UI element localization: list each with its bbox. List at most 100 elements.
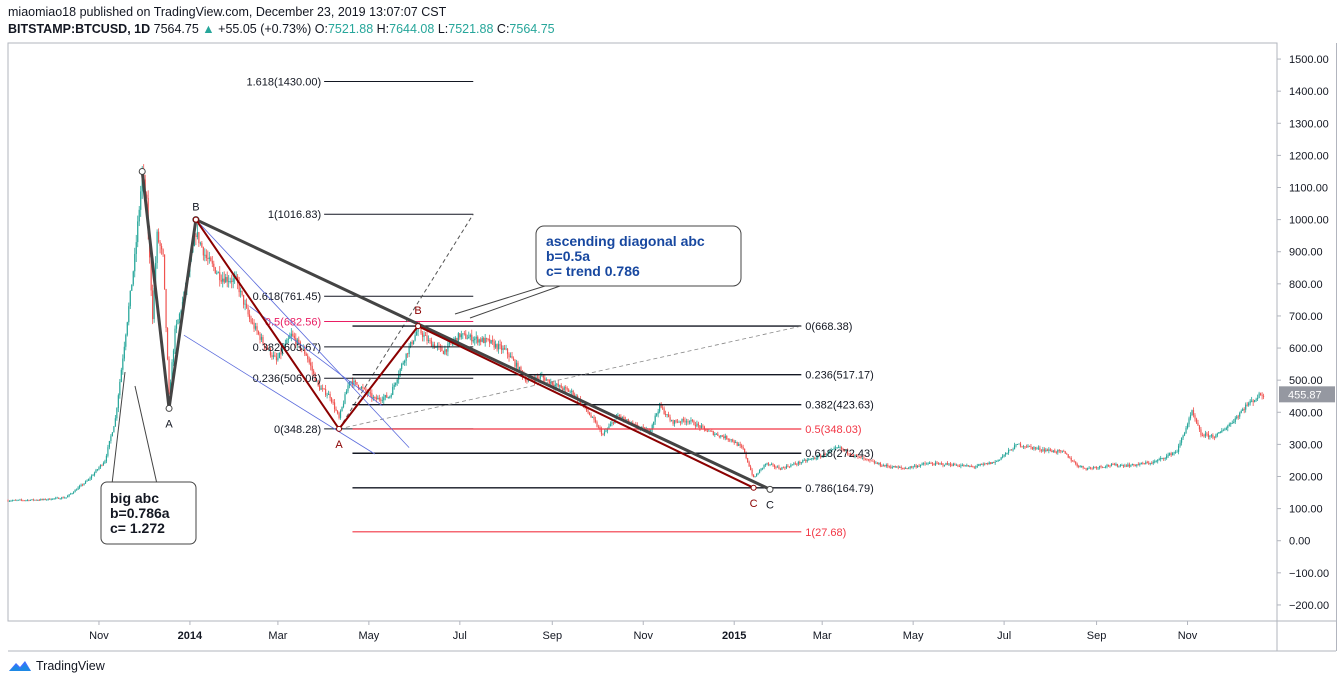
candle-body: [790, 464, 792, 467]
candle-body: [1049, 449, 1051, 451]
candle-body: [1106, 465, 1108, 467]
candle-body: [132, 271, 134, 285]
fib-level-label: 1.618(1430.00): [247, 77, 322, 89]
candle-body: [489, 339, 491, 344]
candle-body: [462, 333, 464, 335]
red-wave-line: [195, 219, 755, 489]
candle-body: [387, 396, 389, 398]
candle-body: [873, 461, 875, 464]
candle-body: [735, 442, 737, 443]
candle-body: [211, 260, 213, 264]
candle-body: [1166, 455, 1168, 459]
candle-body: [1116, 463, 1119, 467]
candle-body: [793, 463, 795, 465]
candle-body: [982, 463, 984, 465]
y-tick-label: 0.00: [1289, 536, 1310, 548]
candle-body: [302, 348, 304, 350]
candle-body: [1048, 449, 1050, 451]
candle-body: [253, 322, 255, 329]
candle-body: [918, 465, 920, 467]
candle-body: [293, 335, 295, 339]
candle-body: [1224, 429, 1226, 431]
candle-body: [565, 387, 567, 389]
candle-body: [156, 231, 158, 263]
candle-body: [778, 466, 780, 469]
candle-body: [1021, 446, 1023, 448]
callout-pointer: [454, 285, 561, 319]
candle-body: [875, 462, 877, 464]
candle-body: [457, 333, 459, 342]
candle-body: [413, 340, 415, 344]
candle-body: [1213, 437, 1215, 439]
candle-body: [153, 287, 155, 320]
candle-body: [421, 333, 424, 337]
candle-body: [966, 465, 968, 467]
candle-body: [325, 389, 327, 396]
candle-body: [47, 498, 49, 500]
candle-body: [994, 461, 996, 463]
candle-body: [399, 368, 401, 375]
candle-body: [304, 348, 306, 354]
close-label: C:: [496, 22, 510, 36]
big-wave-trend: [195, 218, 771, 491]
candle-body: [95, 469, 97, 473]
candle-body: [741, 445, 743, 447]
candle-body: [700, 425, 703, 428]
candle-body: [559, 385, 561, 387]
candle-body: [896, 466, 898, 468]
candle-body: [1082, 465, 1084, 468]
candle-body: [603, 431, 606, 435]
candle-body: [863, 457, 865, 459]
candle-body: [587, 410, 589, 413]
candle-body: [329, 393, 331, 399]
candle-body: [842, 449, 844, 450]
candle-body: [46, 499, 48, 501]
candle-body: [19, 499, 21, 501]
candle-body: [575, 395, 577, 397]
fib2-trend-dashed: [338, 325, 802, 430]
candle-body: [796, 464, 798, 465]
candle-body: [292, 333, 294, 336]
candle-body: [881, 465, 883, 467]
candle-body: [284, 343, 286, 348]
candle-body: [1067, 454, 1069, 458]
candle-body: [1172, 453, 1174, 456]
candle-body: [65, 497, 67, 499]
candle-body: [927, 463, 929, 465]
candle-body: [29, 499, 31, 501]
candle-body: [620, 416, 622, 418]
candle-body: [122, 358, 124, 370]
candle-body: [1227, 425, 1229, 429]
candle-body: [463, 333, 465, 335]
candle-body: [808, 459, 810, 461]
candle-body: [1248, 403, 1250, 406]
candle-body: [505, 348, 507, 350]
candle-body: [257, 331, 260, 335]
candle-body: [73, 492, 75, 494]
candle-body: [244, 303, 246, 305]
candle-body: [608, 426, 610, 429]
candle-body: [8, 500, 11, 502]
candle-body: [855, 454, 858, 456]
candle-body: [626, 419, 628, 421]
candle-body: [972, 466, 974, 468]
candle-body: [1198, 425, 1201, 430]
candle-body: [1100, 466, 1102, 467]
candle-body: [131, 284, 133, 291]
callout-line: c= 1.272: [110, 520, 165, 536]
candle-body: [128, 306, 130, 323]
candle-body: [117, 395, 119, 409]
candle-body: [647, 429, 649, 431]
candle-body: [858, 456, 861, 458]
candle-body: [572, 390, 574, 395]
candle-body: [846, 449, 849, 454]
candle-body: [767, 463, 770, 465]
candle-body: [298, 339, 300, 342]
candle-body: [1170, 453, 1172, 456]
candle-body: [1255, 399, 1257, 401]
candle-body: [1206, 433, 1208, 435]
candle-body: [1197, 422, 1199, 426]
candle-body: [1140, 462, 1142, 464]
candle-body: [675, 420, 677, 422]
